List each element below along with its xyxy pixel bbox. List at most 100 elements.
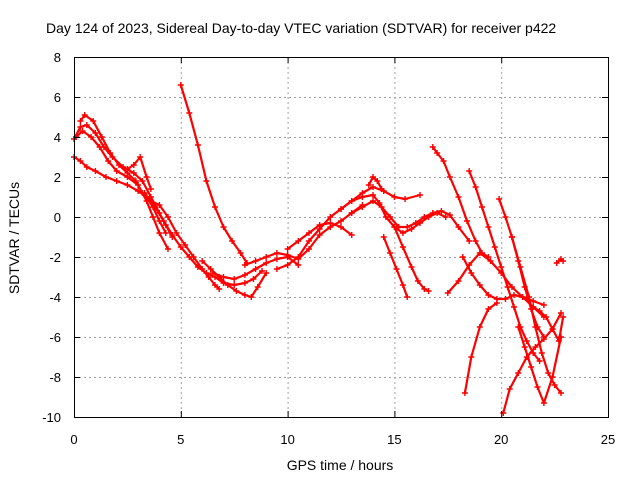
- data-point: [393, 266, 400, 272]
- data-point: [380, 234, 387, 240]
- data-point: [306, 238, 312, 244]
- data-point: [421, 214, 428, 220]
- data-point: [83, 164, 90, 170]
- data-series-arc-13: [284, 220, 355, 252]
- data-point: [519, 294, 526, 300]
- data-point: [476, 250, 483, 256]
- data-series-arc-22: [461, 300, 500, 396]
- data-point: [402, 196, 409, 202]
- y-tick-label: 2: [54, 170, 61, 185]
- series-group: [71, 82, 567, 416]
- data-point: [374, 178, 381, 184]
- data-point: [485, 306, 492, 312]
- data-point: [284, 262, 291, 268]
- data-point: [165, 214, 171, 220]
- data-point: [156, 202, 163, 208]
- data-point: [130, 170, 137, 176]
- data-point: [455, 278, 462, 284]
- x-tick-label: 15: [387, 432, 401, 447]
- data-point: [530, 298, 537, 304]
- data-point: [417, 192, 423, 198]
- data-point: [124, 166, 131, 172]
- data-series-arc-23: [466, 168, 543, 364]
- data-point: [92, 168, 99, 174]
- data-point: [306, 230, 312, 236]
- data-point: [141, 190, 148, 196]
- data-point: [523, 338, 530, 344]
- data-series-arc-15: [348, 198, 473, 244]
- data-series-arc-26: [508, 234, 564, 396]
- data-point: [284, 246, 291, 252]
- data-point: [502, 214, 509, 220]
- data-point: [511, 292, 517, 298]
- data-point: [220, 224, 227, 230]
- data-point: [412, 220, 419, 226]
- data-series-arc-19: [429, 144, 492, 260]
- data-point: [429, 210, 436, 216]
- y-tick-label: -8: [49, 370, 61, 385]
- data-series-arc-18: [391, 224, 432, 294]
- plot-frame: [74, 57, 609, 418]
- data-point: [461, 390, 468, 396]
- data-point: [359, 194, 366, 200]
- series-line: [502, 311, 563, 415]
- data-point: [500, 410, 507, 416]
- series-line: [243, 203, 364, 267]
- data-point: [113, 168, 120, 174]
- data-point: [540, 336, 547, 342]
- x-axis-label: GPS time / hours: [287, 457, 394, 473]
- data-point: [186, 110, 193, 116]
- data-point: [145, 196, 152, 202]
- data-point: [536, 358, 543, 364]
- data-point: [338, 224, 344, 230]
- data-point: [316, 222, 323, 228]
- series-line: [463, 301, 498, 395]
- data-point: [408, 264, 415, 270]
- data-point: [252, 266, 259, 272]
- data-point: [466, 168, 473, 174]
- data-point: [137, 154, 144, 160]
- data-point: [498, 264, 505, 270]
- data-point: [81, 112, 88, 118]
- data-point: [429, 144, 436, 150]
- y-tick-label: 0: [54, 210, 61, 225]
- data-point: [212, 282, 218, 288]
- data-point: [455, 224, 462, 230]
- data-point: [150, 214, 156, 220]
- data-point: [348, 232, 355, 238]
- data-point: [209, 270, 216, 276]
- data-point: [399, 230, 406, 236]
- data-point: [511, 304, 517, 310]
- y-tick-label: -10: [42, 410, 61, 425]
- data-point: [152, 204, 159, 210]
- data-point: [549, 326, 556, 332]
- grid: [74, 57, 608, 417]
- series-line: [74, 129, 170, 251]
- data-point: [241, 262, 248, 268]
- data-point: [139, 178, 146, 184]
- data-point: [241, 272, 248, 278]
- data-point: [263, 254, 270, 260]
- y-tick-label: 4: [54, 130, 61, 145]
- data-point: [560, 258, 567, 264]
- data-point: [77, 158, 84, 164]
- data-point: [444, 290, 451, 296]
- data-point: [143, 174, 150, 180]
- data-point: [124, 182, 131, 188]
- y-tick-label: -2: [49, 250, 61, 265]
- data-point: [98, 134, 105, 140]
- data-series-arc-17: [380, 234, 411, 300]
- data-point: [459, 254, 466, 260]
- data-point: [194, 264, 201, 270]
- data-point: [105, 158, 112, 164]
- data-point: [273, 256, 280, 262]
- data-point: [515, 370, 522, 376]
- series-line: [382, 235, 409, 299]
- data-series-arc-5: [124, 154, 154, 192]
- data-point: [113, 178, 120, 184]
- data-point: [476, 282, 483, 288]
- data-point: [504, 284, 511, 290]
- x-tick-label: 25: [601, 432, 615, 447]
- data-point: [536, 308, 543, 314]
